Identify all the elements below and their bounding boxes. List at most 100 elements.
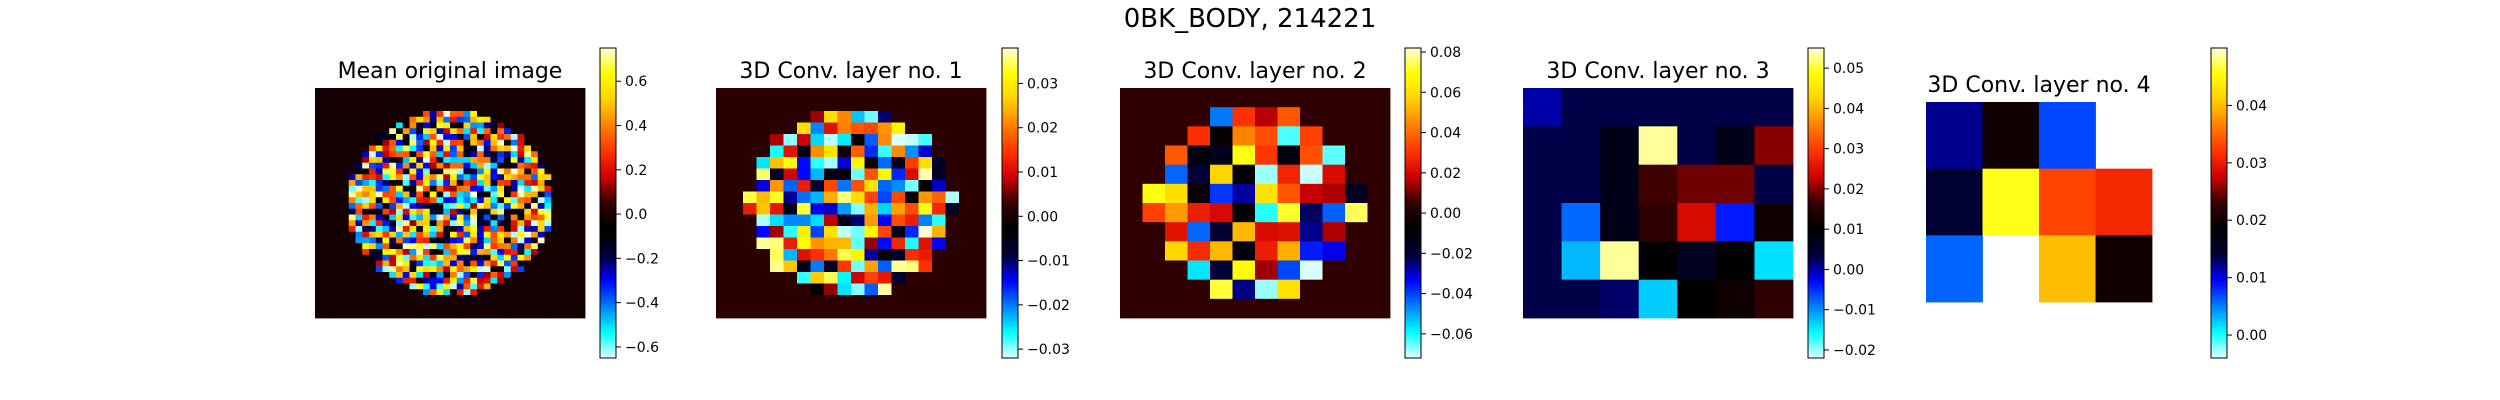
heatmap-cell (551, 243, 559, 250)
heatmap-cell (402, 162, 410, 169)
heatmap-cell (1165, 107, 1188, 127)
heatmap-cell (321, 157, 329, 164)
heatmap-cell (328, 254, 336, 261)
heatmap-cell (335, 300, 343, 307)
panel-1: Mean original image−0.6−0.4−0.20.00.20.4… (315, 47, 659, 359)
heatmap-cell (362, 214, 370, 221)
heatmap-cell (477, 266, 485, 273)
heatmap-cell (348, 243, 356, 250)
heatmap-cell (423, 134, 431, 141)
heatmap-cell (402, 208, 410, 215)
heatmap-cell (342, 208, 350, 215)
heatmap-cell (564, 243, 572, 250)
heatmap-cell (490, 277, 498, 284)
heatmap-cell (571, 145, 579, 152)
heatmap-cell (375, 162, 383, 169)
heatmap-cell (362, 128, 370, 135)
heatmap-cell (470, 128, 478, 135)
heatmap-cell (1322, 241, 1346, 261)
heatmap-cell (571, 151, 579, 158)
heatmap-cell (402, 88, 410, 95)
heatmap-cell (504, 312, 512, 319)
heatmap-cell (564, 306, 572, 313)
heatmap-cell (443, 174, 451, 181)
heatmap-cell (578, 157, 586, 164)
heatmap-cell (517, 162, 525, 169)
heatmap-cell (429, 99, 437, 106)
heatmap-cell (524, 191, 532, 198)
heatmap-cell (423, 231, 431, 238)
heatmap-cell (1367, 107, 1391, 127)
heatmap-cell (504, 88, 512, 95)
heatmap-cell (342, 203, 350, 210)
heatmap-cell (770, 214, 784, 227)
heatmap-cell (959, 122, 973, 135)
heatmap-cell (756, 180, 771, 192)
heatmap-cell (810, 111, 825, 123)
heatmap-cell (436, 312, 444, 319)
heatmap-cell (429, 168, 437, 175)
heatmap-cell (1187, 88, 1211, 108)
heatmap-cell (402, 306, 410, 313)
heatmap-cell (756, 168, 771, 181)
heatmap-cell (932, 168, 946, 181)
heatmap-cell (878, 180, 892, 192)
heatmap-cell (1367, 203, 1391, 223)
heatmap-cell (1277, 203, 1301, 223)
heatmap-cell (456, 208, 464, 215)
heatmap-cell (389, 208, 397, 215)
heatmap-cell (544, 145, 552, 152)
heatmap-cell (436, 254, 444, 261)
heatmap-cell (396, 289, 404, 296)
heatmap-cell (436, 180, 444, 187)
heatmap-cell (375, 99, 383, 106)
colorbar-tick-label: 0.02 (1833, 182, 1864, 198)
heatmap-cell (416, 289, 424, 296)
heatmap-cell (558, 208, 566, 215)
heatmap-cell (396, 249, 404, 256)
heatmap-cell (477, 226, 485, 233)
heatmap-cell (1715, 126, 1755, 166)
heatmap-cell (490, 237, 498, 244)
heatmap-cell (959, 111, 973, 123)
heatmap-cell (891, 111, 906, 123)
heatmap-cell (342, 243, 350, 250)
heatmap-cell (1255, 88, 1278, 108)
heatmap-cell (497, 266, 505, 273)
heatmap-cell (321, 289, 329, 296)
heatmap-cell (497, 162, 505, 169)
heatmap-cell (578, 266, 586, 273)
heatmap-cell (470, 139, 478, 146)
heatmap-cell (335, 139, 343, 146)
heatmap-cell (429, 203, 437, 210)
heatmap-cell (348, 300, 356, 307)
heatmap-cell (382, 300, 390, 307)
heatmap-cell (362, 295, 370, 302)
heatmap-cell (328, 231, 336, 238)
heatmap-cell (470, 220, 478, 227)
heatmap-cell (945, 306, 960, 319)
heatmap-cell (797, 237, 811, 250)
heatmap-cell (396, 145, 404, 152)
heatmap-cell (578, 295, 586, 302)
heatmap-cell (524, 93, 532, 100)
heatmap-cell (321, 243, 329, 250)
heatmap-cell (362, 157, 370, 164)
heatmap-cell (362, 260, 370, 267)
heatmap-cell (551, 231, 559, 238)
heatmap-cell (571, 289, 579, 296)
heatmap-cell (564, 93, 572, 100)
heatmap-cell (1120, 241, 1143, 261)
heatmap-cell (824, 272, 838, 284)
heatmap-cell (342, 162, 350, 169)
heatmap-cell (369, 168, 377, 175)
heatmap-cell (851, 134, 865, 146)
heatmap-cell (824, 306, 838, 319)
heatmap-cell (483, 237, 491, 244)
heatmap-cell (335, 214, 343, 221)
heatmap-cell (1120, 145, 1143, 166)
colorbar-tick-label: 0.02 (1430, 166, 1461, 182)
heatmap-cell (402, 128, 410, 135)
heatmap-cell (544, 105, 552, 112)
heatmap-cell (315, 306, 323, 313)
